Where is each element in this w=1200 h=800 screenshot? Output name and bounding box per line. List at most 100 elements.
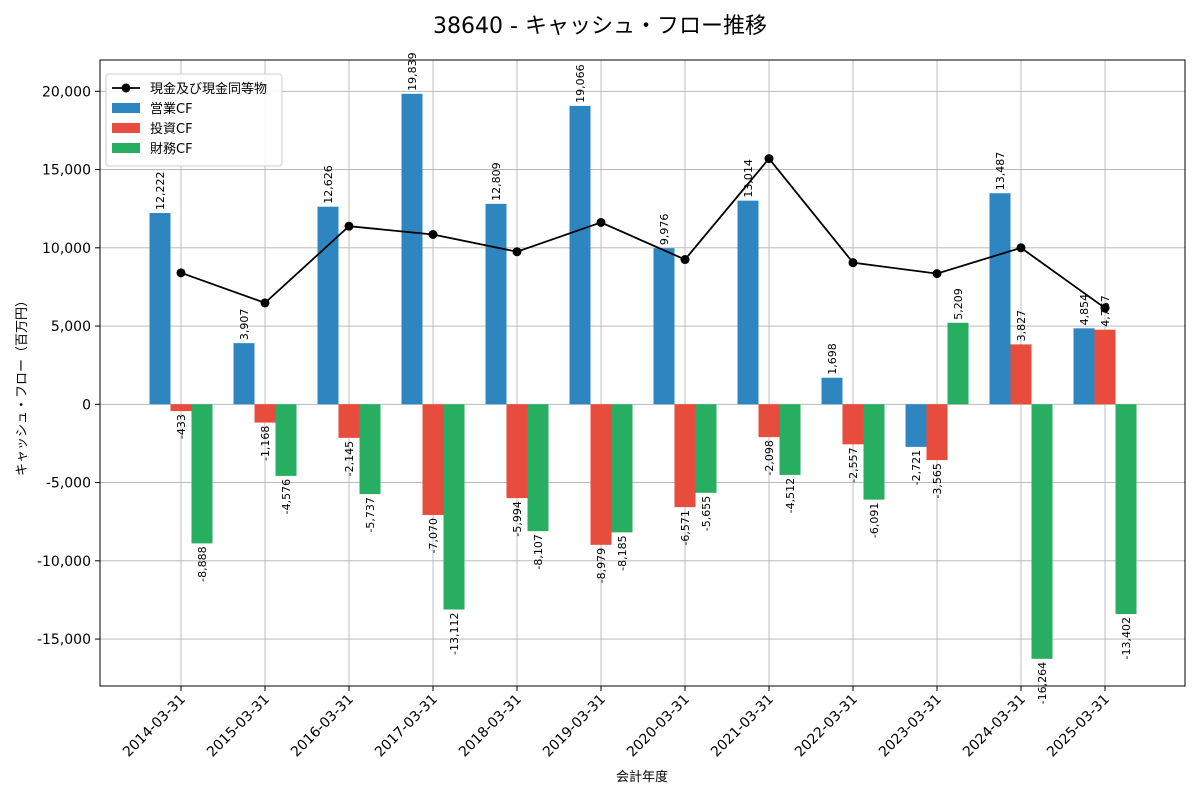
cash-point <box>764 154 774 164</box>
data-label: 12,222 <box>154 172 167 211</box>
bar <box>695 404 717 493</box>
legend-swatch <box>112 103 140 113</box>
data-label: -2,098 <box>763 440 776 475</box>
bar <box>359 404 381 495</box>
cash-point <box>512 247 522 257</box>
data-label: -6,091 <box>868 503 881 538</box>
data-label: 9,976 <box>658 214 671 246</box>
y-axis-label: キャッシュ・フロー（百万円） <box>15 294 30 476</box>
bar <box>821 377 843 405</box>
data-label: -5,655 <box>700 496 713 531</box>
x-tick-label: 2021-03-31 <box>708 692 777 761</box>
cash-line <box>180 157 1106 309</box>
bar <box>947 322 969 405</box>
grid-layer <box>100 60 1185 686</box>
bar <box>989 193 1011 405</box>
data-label: -2,557 <box>847 447 860 482</box>
data-label: -433 <box>175 414 188 439</box>
data-label: -1,168 <box>259 426 272 461</box>
x-tick-label: 2023-03-31 <box>876 692 945 761</box>
bar <box>779 404 801 475</box>
bar <box>401 93 423 405</box>
bar <box>443 404 465 610</box>
data-label: -3,565 <box>931 463 944 498</box>
cash-point <box>344 221 354 231</box>
bar <box>1031 404 1053 659</box>
legend-line-marker-dot <box>121 83 131 93</box>
bar <box>275 404 297 476</box>
data-label: -8,979 <box>595 548 608 583</box>
bar <box>485 203 507 405</box>
y-tick-label: -10,000 <box>37 554 91 570</box>
plot-frame <box>99 59 1186 687</box>
y-tick-label: -5,000 <box>46 476 91 492</box>
legend-label: 投資CF <box>150 121 193 137</box>
bar <box>254 404 276 423</box>
bar <box>569 105 591 405</box>
y-tick-label: 10,000 <box>42 241 91 257</box>
cash-point <box>848 258 858 268</box>
x-tick-label: 2015-03-31 <box>204 692 273 761</box>
data-label: -16,264 <box>1036 662 1049 704</box>
data-label: -8,107 <box>532 534 545 569</box>
bar <box>1094 329 1116 405</box>
bar <box>317 206 339 405</box>
x-tick-label: 2014-03-31 <box>120 692 189 761</box>
data-label: 13,487 <box>994 152 1007 191</box>
legend-swatch <box>112 143 140 153</box>
bar <box>842 404 864 445</box>
cash-point <box>176 268 186 278</box>
y-tick-label: 0 <box>82 397 91 413</box>
bar <box>1115 404 1137 615</box>
data-label: 5,209 <box>952 288 965 320</box>
data-label: -8,888 <box>196 546 209 581</box>
data-label: 4,854 <box>1078 294 1091 326</box>
data-label: 1,698 <box>826 343 839 375</box>
cash-point <box>932 269 942 279</box>
cash-point <box>680 255 690 265</box>
data-label: 19,839 <box>406 52 419 91</box>
legend-swatch <box>112 123 140 133</box>
cash-point <box>1016 243 1026 253</box>
bar <box>611 404 633 533</box>
bar <box>590 404 612 545</box>
data-label: -2,145 <box>343 441 356 476</box>
data-label: 12,809 <box>490 162 503 201</box>
x-tick-label: 2019-03-31 <box>540 692 609 761</box>
data-label: -5,737 <box>364 497 377 532</box>
bar <box>1010 344 1032 405</box>
bars-layer <box>149 93 1137 659</box>
bar <box>149 213 171 405</box>
data-label: 12,626 <box>322 165 335 204</box>
bar <box>905 404 927 447</box>
bar <box>653 248 675 405</box>
chart-title: 38640 - キャッシュ・フロー推移 <box>433 14 767 39</box>
legend-label: 財務CF <box>150 142 193 157</box>
x-tick-label: 2016-03-31 <box>288 692 357 761</box>
bar <box>863 404 885 500</box>
bar <box>422 404 444 515</box>
legend-label: 営業CF <box>150 101 193 117</box>
bar <box>233 343 255 405</box>
data-label: -2,721 <box>910 450 923 485</box>
data-label: 19,066 <box>574 64 587 103</box>
cash-point <box>596 217 606 227</box>
data-label: -13,402 <box>1120 617 1133 659</box>
x-tick-label: 2018-03-31 <box>456 692 525 761</box>
bar <box>506 404 528 499</box>
data-label: -6,571 <box>679 510 692 545</box>
bar <box>737 200 759 405</box>
y-tick-label: 20,000 <box>42 84 91 100</box>
data-label: -7,070 <box>427 518 440 553</box>
data-label: 3,827 <box>1015 310 1028 342</box>
x-tick-label: 2020-03-31 <box>624 692 693 761</box>
x-tick-label: 2025-03-31 <box>1044 692 1113 761</box>
bar <box>338 404 360 438</box>
legend-label: 現金及び現金同等物 <box>150 81 267 97</box>
data-label: -4,512 <box>784 478 797 513</box>
bar <box>527 404 549 532</box>
x-tick-label: 2022-03-31 <box>792 692 861 761</box>
data-label: -8,185 <box>616 535 629 570</box>
y-tick-label: -15,000 <box>37 632 91 648</box>
